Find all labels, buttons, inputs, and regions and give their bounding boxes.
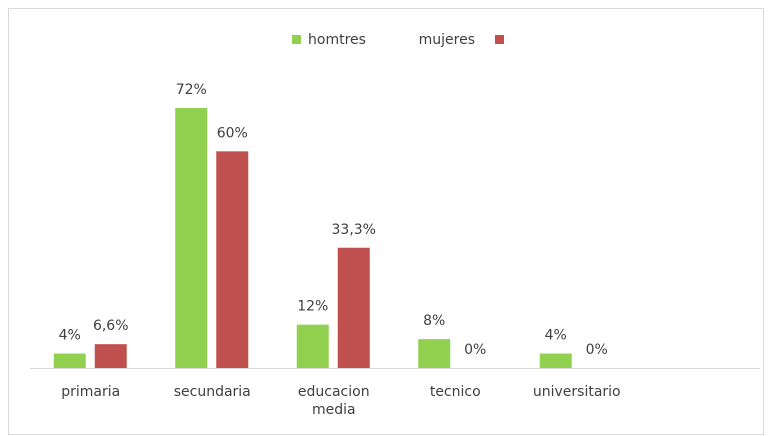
bar [296, 324, 329, 368]
data-label: 4% [545, 328, 567, 344]
x-tick-label: secundaria [173, 384, 251, 400]
x-tick-label: primaria [61, 384, 121, 400]
legend-swatch [292, 35, 301, 44]
data-label: 0% [464, 342, 486, 358]
data-label: 8% [423, 313, 445, 329]
x-tick-label: tecnico [429, 384, 481, 400]
x-tick-label: universitario [532, 384, 621, 400]
bar [53, 353, 86, 368]
data-label: 12% [297, 299, 328, 315]
data-label: 0% [586, 342, 608, 358]
x-tick-label: educacion media [297, 384, 370, 418]
data-label: 72% [176, 82, 207, 98]
data-label: 4% [59, 328, 81, 344]
data-label: 6,6% [93, 318, 129, 334]
bar [216, 151, 249, 368]
legend-label: mujeres [419, 32, 475, 48]
bar [539, 353, 572, 368]
bar [94, 344, 127, 368]
bar [418, 339, 451, 368]
data-label: 60% [217, 125, 248, 141]
legend-swatch [495, 35, 504, 44]
frame [8, 8, 764, 435]
bar [337, 247, 370, 368]
legend-label: homtres [308, 32, 366, 48]
data-label: 33,3% [332, 222, 376, 238]
bar [175, 108, 208, 368]
